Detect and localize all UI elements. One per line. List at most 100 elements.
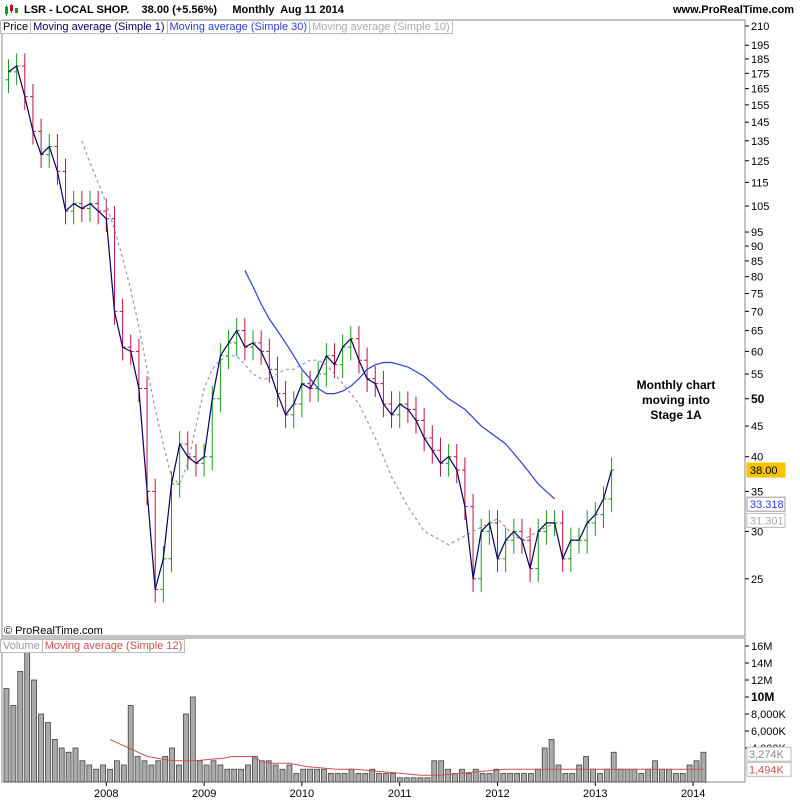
volume-bar xyxy=(603,768,610,783)
volume-bar xyxy=(265,760,272,783)
price-y-tick-label: 55 xyxy=(751,369,763,381)
ohlc-bar xyxy=(510,518,517,554)
ma30-series-line xyxy=(244,270,556,500)
x-tick-label: 2010 xyxy=(290,788,314,800)
volume-legend: Volume Moving average (Simple 12) xyxy=(0,639,186,653)
ohlc-bar xyxy=(290,391,297,429)
volume-y-tick-label: 6,000K xyxy=(751,726,787,738)
ohlc-bar xyxy=(5,59,12,94)
volume-bar xyxy=(396,777,403,783)
volume-bar xyxy=(631,768,638,783)
volume-bar xyxy=(86,764,93,783)
volume-bar xyxy=(479,773,486,783)
price-y-tick-label: 165 xyxy=(751,84,769,96)
volume-last-value-label: 3,274K xyxy=(746,746,792,762)
volume-last-value-box xyxy=(746,746,792,762)
volume-bar xyxy=(424,777,431,783)
volume-bar xyxy=(576,764,583,783)
volume-bar xyxy=(300,768,307,783)
volume-bar xyxy=(293,773,300,783)
volume-bar xyxy=(286,764,293,783)
volume-bar xyxy=(472,768,479,783)
ohlc-bar xyxy=(38,118,45,168)
volume-bar xyxy=(410,777,417,783)
volume-bar xyxy=(700,751,707,783)
x-tick-label: 2014 xyxy=(681,788,705,800)
price-y-tick-label: 85 xyxy=(751,256,763,268)
ohlc-bar xyxy=(543,510,550,545)
volume-bar xyxy=(693,760,700,783)
ohlc-bar xyxy=(584,510,591,554)
volume-bar xyxy=(307,768,314,783)
volume-bar xyxy=(134,756,141,783)
legend-ma10[interactable]: Moving average (Simple 10) xyxy=(309,20,453,34)
volume-bar xyxy=(500,773,507,783)
price-y-tick-label: 60 xyxy=(751,346,763,358)
price-bars xyxy=(5,53,615,603)
volume-bar xyxy=(534,768,541,783)
x-tick-label: 2013 xyxy=(583,788,607,800)
volume-bar xyxy=(245,764,251,783)
ohlc-bar xyxy=(298,370,305,418)
ohlc-bar xyxy=(396,391,403,429)
volume-bar xyxy=(231,768,238,783)
volume-bar xyxy=(376,773,383,783)
volume-bar xyxy=(610,751,617,783)
volume-bar xyxy=(272,764,279,783)
ohlc-bar xyxy=(46,133,53,168)
price-y-tick-label: 195 xyxy=(751,40,769,52)
volume-bar xyxy=(100,764,106,783)
price-y-tick-label: 185 xyxy=(751,54,769,66)
legend-volume[interactable]: Volume xyxy=(0,639,43,653)
volume-bar xyxy=(514,773,520,783)
volume-bar xyxy=(541,747,548,783)
ohlc-bar xyxy=(225,330,232,370)
legend-ma30[interactable]: Moving average (Simple 30) xyxy=(166,20,311,34)
volume-bar xyxy=(182,713,189,783)
last-value-label: 33.318 xyxy=(746,496,786,512)
legend-price[interactable]: Price xyxy=(0,20,32,34)
volume-bar xyxy=(569,773,576,783)
site-link[interactable]: www.ProRealTime.com xyxy=(672,4,794,16)
ohlc-bar xyxy=(404,391,411,423)
volume-bar xyxy=(458,768,465,783)
volume-bar xyxy=(31,679,38,783)
price-y-tick-label: 70 xyxy=(751,306,763,318)
volume-bar xyxy=(45,722,51,783)
volume-bar xyxy=(141,760,148,783)
volume-bar xyxy=(65,751,72,783)
ohlc-bar xyxy=(567,527,574,573)
price-y-tick-label: 45 xyxy=(751,421,763,433)
volume-bar xyxy=(314,768,320,783)
ohlc-bar xyxy=(78,190,85,222)
last-value-box xyxy=(746,512,786,528)
chart-title: LSR - LOCAL SHOP. 38.00 (+5.56%) Monthly… xyxy=(24,4,344,16)
ohlc-bar xyxy=(429,425,436,464)
chart-annotation: Monthly chart moving into Stage 1A xyxy=(628,378,724,423)
volume-bar xyxy=(155,760,162,783)
volume-bar xyxy=(507,773,514,783)
last-value-text: 31.301 xyxy=(750,515,784,527)
legend-ma1[interactable]: Moving average (Simple 1) xyxy=(30,20,168,34)
price-y-tick-label: 80 xyxy=(751,272,763,284)
ohlc-bar xyxy=(201,444,208,477)
volume-y-tick-label: 12M xyxy=(751,675,772,687)
price-y-tick-label: 135 xyxy=(751,136,769,148)
legend-volume-ma[interactable]: Moving average (Simple 12) xyxy=(41,639,186,653)
volume-bar xyxy=(224,768,231,783)
volume-bar xyxy=(107,768,113,783)
volume-last-value-box xyxy=(746,761,792,777)
volume-bar xyxy=(355,773,362,783)
ohlc-bar xyxy=(535,518,542,582)
volume-bar xyxy=(327,773,334,783)
x-tick-label: 2012 xyxy=(485,788,509,800)
volume-bar xyxy=(645,768,652,783)
price-y-tick-label: 65 xyxy=(751,326,763,338)
price-y-tick-label: 90 xyxy=(751,241,763,253)
volume-bar xyxy=(617,768,624,783)
volume-bar xyxy=(528,773,534,783)
price-y-tick-label: 30 xyxy=(751,526,763,538)
volume-bar xyxy=(590,768,596,783)
ohlc-bar xyxy=(258,330,265,365)
